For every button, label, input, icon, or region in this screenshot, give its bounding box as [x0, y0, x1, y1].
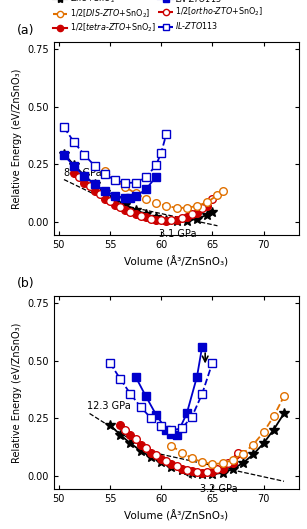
X-axis label: Volume (Å³/ZnSnO₃): Volume (Å³/ZnSnO₃) [124, 510, 229, 521]
Text: 12.3 GPa: 12.3 GPa [87, 401, 131, 411]
Text: 8.5 GPa: 8.5 GPa [64, 168, 102, 178]
X-axis label: Volume (Å³/ZnSnO₃): Volume (Å³/ZnSnO₃) [124, 256, 229, 267]
Y-axis label: Relative Energy (eV/ZnSnO₃): Relative Energy (eV/ZnSnO₃) [12, 323, 22, 463]
Text: 3.1 GPa: 3.1 GPa [159, 229, 196, 239]
Text: (a): (a) [17, 23, 34, 37]
Text: (b): (b) [17, 277, 34, 290]
Legend: ZnO+SnO$_2$, 1/2[$\mathit{DIS}$-$\mathit{ZTO}$+SnO$_2$], 1/2[$\mathit{tetra}$-$\: ZnO+SnO$_2$, 1/2[$\mathit{DIS}$-$\mathit… [53, 0, 263, 34]
Text: 3.2 GPa: 3.2 GPa [200, 484, 238, 494]
Y-axis label: Relative Energy (eV/ZnSnO₃): Relative Energy (eV/ZnSnO₃) [12, 69, 22, 209]
